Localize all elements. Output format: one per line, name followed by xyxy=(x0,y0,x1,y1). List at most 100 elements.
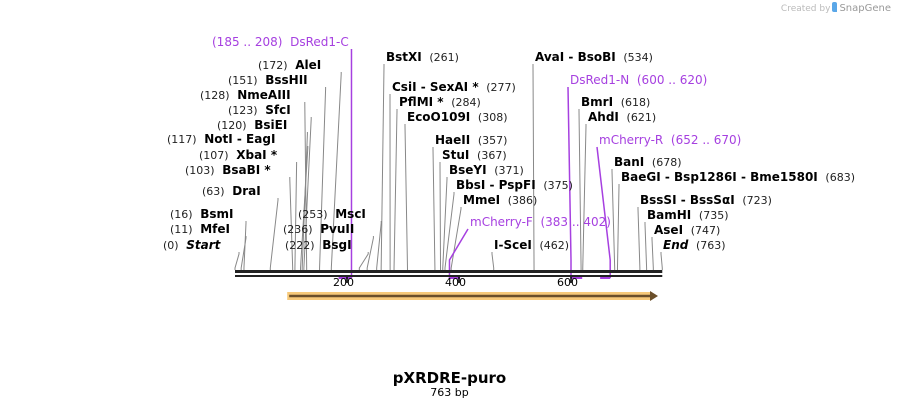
site-name: NotI - EagI xyxy=(204,132,276,146)
site-label-baegi-bsp1286i-bme1580i[interactable]: BaeGI - Bsp1286I - Bme1580I (683) xyxy=(621,170,855,185)
site-line xyxy=(303,117,312,270)
site-name: DraI xyxy=(232,184,261,198)
site-label-ahdi[interactable]: AhdI (621) xyxy=(588,110,656,125)
scale-tick-label: 600 xyxy=(557,276,578,289)
site-position: (0) xyxy=(163,239,179,252)
site-label-bsshii[interactable]: (151) BssHII xyxy=(228,73,308,88)
site-label-sfci[interactable]: (123) SfcI xyxy=(228,103,291,118)
site-position: (128) xyxy=(200,89,230,102)
site-label-start[interactable]: (0) Start xyxy=(163,238,220,253)
site-label-haeii[interactable]: HaeII (357) xyxy=(435,133,507,148)
primer-range: (652 .. 670) xyxy=(670,133,742,147)
site-position: (63) xyxy=(202,185,225,198)
site-line xyxy=(442,177,448,270)
site-label-bsmi[interactable]: (16) BsmI xyxy=(170,207,234,222)
site-position: (367) xyxy=(477,149,507,162)
site-position: (308) xyxy=(477,111,508,124)
site-name: SfcI xyxy=(265,103,291,117)
site-position: (763) xyxy=(695,239,726,252)
site-label-end[interactable]: End (763) xyxy=(663,238,726,253)
site-line xyxy=(304,102,308,270)
site-name: BsmI xyxy=(200,207,234,221)
site-label-bmri[interactable]: BmrI (618) xyxy=(581,95,650,110)
site-label-bbsi-pspfi[interactable]: BbsI - PspFI (375) xyxy=(456,178,573,193)
site-line xyxy=(660,252,663,270)
site-label-bseyi[interactable]: BseYI (371) xyxy=(449,163,524,178)
site-position: (747) xyxy=(690,224,721,237)
primer-range: (383 .. 402) xyxy=(540,215,611,229)
primer-label-mcherry-f[interactable]: mCherry-F (383 .. 402) xyxy=(470,215,611,229)
site-label-alei[interactable]: (172) AleI xyxy=(258,58,321,73)
site-name: AleI xyxy=(295,58,322,72)
site-name: BsiEI xyxy=(254,118,288,132)
site-label-bani[interactable]: BanI (678) xyxy=(614,155,682,170)
site-label-bstxi[interactable]: BstXI (261) xyxy=(386,50,459,65)
site-label-csii-sexai[interactable]: CsiI - SexAI * (277) xyxy=(392,80,516,95)
primer-range: (185 .. 208) xyxy=(212,35,283,49)
site-label-msci[interactable]: (253) MscI xyxy=(298,207,366,222)
primer-name: DsRed1-C xyxy=(290,35,349,49)
primer-name: mCherry-R xyxy=(599,133,664,147)
site-label-ecoo109i[interactable]: EcoO109I (308) xyxy=(407,110,508,125)
primer-label-dsred1-c[interactable]: (185 .. 208) DsRed1-C xyxy=(212,35,349,49)
site-label-xbai[interactable]: (107) XbaI * xyxy=(199,148,277,163)
site-line xyxy=(234,252,240,270)
site-position: (117) xyxy=(167,133,197,146)
site-name: MfeI xyxy=(200,222,230,236)
site-label-mmei[interactable]: MmeI (386) xyxy=(463,193,537,208)
site-position: (284) xyxy=(451,96,481,109)
site-label-bsssi-bsss-i[interactable]: BssSI - BssSαI (723) xyxy=(640,193,772,208)
map-length: 763 bp xyxy=(430,386,469,399)
site-position: (172) xyxy=(258,59,288,72)
site-name: NmeAIII xyxy=(237,88,291,102)
site-name: BssSI - BssSαI xyxy=(640,193,735,207)
site-label-mfei[interactable]: (11) MfeI xyxy=(170,222,230,237)
site-line xyxy=(240,236,247,270)
site-line xyxy=(358,252,369,270)
site-label-drai[interactable]: (63) DraI xyxy=(202,184,261,199)
site-label-avai-bsobi[interactable]: AvaI - BsoBI (534) xyxy=(535,50,653,65)
site-line xyxy=(644,222,648,270)
site-name: MscI xyxy=(335,207,366,221)
site-name: BaeGI - Bsp1286I - Bme1580I xyxy=(621,170,818,184)
scale-tick-label: 200 xyxy=(333,276,354,289)
map-title: pXRDRE-puro xyxy=(392,369,507,387)
snapgene-logo-icon xyxy=(832,2,838,12)
site-line xyxy=(269,198,279,270)
site-position: (683) xyxy=(825,171,855,184)
site-label-bsiei[interactable]: (120) BsiEI xyxy=(217,118,287,133)
site-name: CsiI - SexAI * xyxy=(392,80,479,94)
site-label-asei[interactable]: AseI (747) xyxy=(654,223,720,238)
site-name: EcoO109I xyxy=(407,110,471,124)
site-line xyxy=(444,192,455,270)
site-label-pvuii[interactable]: (236) PvuII xyxy=(283,222,354,237)
site-label-pflmi[interactable]: PflMI * (284) xyxy=(399,95,481,110)
site-line xyxy=(491,252,495,270)
site-label-noti-eagi[interactable]: (117) NotI - EagI xyxy=(167,132,275,147)
site-line xyxy=(582,124,587,270)
site-line xyxy=(432,147,436,270)
site-line xyxy=(450,207,462,270)
site-position: (107) xyxy=(199,149,229,162)
site-position: (357) xyxy=(477,134,508,147)
site-position: (151) xyxy=(228,74,258,87)
site-name: BanI xyxy=(614,155,645,169)
primer-label-mcherry-r[interactable]: mCherry-R (652 .. 670) xyxy=(599,133,741,147)
site-name: Start xyxy=(186,238,221,252)
site-name: BssHII xyxy=(265,73,308,87)
site-name: BseYI xyxy=(449,163,487,177)
site-label-bsabi[interactable]: (103) BsaBI * xyxy=(185,163,271,178)
site-label-i-scei[interactable]: I-SceI (462) xyxy=(494,238,569,253)
site-label-bsgi[interactable]: (222) BsgI xyxy=(285,238,352,253)
site-label-bamhi[interactable]: BamHI (735) xyxy=(647,208,729,223)
site-line xyxy=(393,109,398,270)
site-label-nmeaiii[interactable]: (128) NmeAIII xyxy=(200,88,291,103)
site-name: I-SceI xyxy=(494,238,532,252)
site-name: BbsI - PspFI xyxy=(456,178,536,192)
site-name: PflMI * xyxy=(399,95,444,109)
site-label-stui[interactable]: StuI (367) xyxy=(442,148,507,163)
primer-label-dsred1-n[interactable]: DsRed1-N (600 .. 620) xyxy=(570,73,707,87)
backbone-top xyxy=(235,270,663,273)
